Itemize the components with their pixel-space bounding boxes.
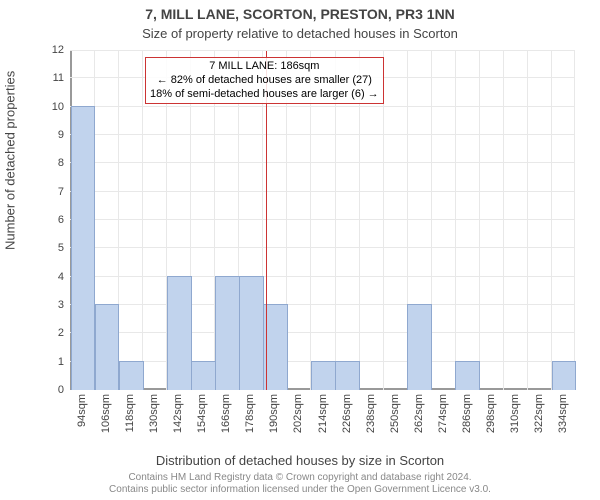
gridline-h <box>70 162 574 163</box>
gridline-v <box>503 51 504 390</box>
x-tick-label: 142sqm <box>172 394 184 433</box>
bar <box>335 361 360 390</box>
annotation-box: 7 MILL LANE: 186sqm← 82% of detached hou… <box>145 57 384 104</box>
x-tick-label: 238sqm <box>365 394 377 433</box>
gridline-h <box>70 276 574 277</box>
attribution-line-1: Contains HM Land Registry data © Crown c… <box>128 472 471 483</box>
gridline-v <box>479 51 480 390</box>
attribution-line-2: Contains public sector information licen… <box>109 484 491 495</box>
bar <box>71 106 96 390</box>
plot-area: 012345678910111294sqm106sqm118sqm130sqm1… <box>70 50 575 390</box>
bar <box>215 276 240 390</box>
gridline-h <box>70 304 574 305</box>
y-tick-label: 3 <box>58 299 64 311</box>
y-tick-label: 9 <box>58 129 64 141</box>
x-tick-label: 310sqm <box>509 394 521 433</box>
bar <box>455 361 480 390</box>
x-tick-label: 226sqm <box>341 394 353 433</box>
x-tick-label: 178sqm <box>244 394 256 433</box>
x-axis-label: Distribution of detached houses by size … <box>0 453 600 468</box>
x-tick-label: 334sqm <box>557 394 569 433</box>
bar <box>95 304 120 390</box>
gridline-h <box>70 106 574 107</box>
gridline-v <box>551 51 552 390</box>
x-tick-label: 286sqm <box>461 394 473 433</box>
gridline-v <box>142 51 143 390</box>
bar <box>167 276 192 390</box>
bar <box>191 361 216 390</box>
x-tick-label: 154sqm <box>196 394 208 433</box>
chart-title: 7, MILL LANE, SCORTON, PRESTON, PR3 1NN <box>0 6 600 22</box>
y-tick-label: 1 <box>58 356 64 368</box>
x-tick-label: 322sqm <box>533 394 545 433</box>
y-tick-label: 12 <box>52 44 64 56</box>
gridline-h <box>70 219 574 220</box>
gridline-h <box>70 247 574 248</box>
annotation-line: 7 MILL LANE: 186sqm <box>150 60 379 74</box>
x-tick-label: 118sqm <box>124 394 136 432</box>
attribution-text: Contains HM Land Registry data © Crown c… <box>0 472 600 496</box>
chart-subtitle: Size of property relative to detached ho… <box>0 26 600 41</box>
annotation-line: ← 82% of detached houses are smaller (27… <box>150 74 379 88</box>
x-tick-label: 274sqm <box>437 394 449 433</box>
gridline-v <box>455 51 456 390</box>
y-tick-label: 2 <box>58 327 64 339</box>
x-tick-label: 214sqm <box>317 394 329 433</box>
y-tick-label: 7 <box>58 186 64 198</box>
bar <box>552 361 577 390</box>
x-tick-label: 94sqm <box>76 394 88 427</box>
y-tick-label: 10 <box>52 101 64 113</box>
bar <box>119 361 144 390</box>
y-tick-label: 4 <box>58 271 64 283</box>
y-tick-label: 0 <box>58 384 64 396</box>
x-tick-label: 250sqm <box>389 394 401 433</box>
gridline-h <box>70 332 574 333</box>
x-tick-label: 202sqm <box>292 394 304 433</box>
bar <box>239 276 264 390</box>
y-tick-label: 6 <box>58 214 64 226</box>
x-tick-label: 166sqm <box>220 394 232 433</box>
y-tick-label: 8 <box>58 157 64 169</box>
bar <box>407 304 432 390</box>
x-tick-label: 298sqm <box>485 394 497 433</box>
y-tick-label: 11 <box>53 72 64 84</box>
x-tick-label: 130sqm <box>148 394 160 433</box>
y-tick-label: 5 <box>58 242 64 254</box>
x-tick-label: 190sqm <box>268 394 280 433</box>
x-tick-label: 262sqm <box>413 394 425 433</box>
gridline-h <box>70 134 574 135</box>
bar <box>311 361 336 390</box>
annotation-line: 18% of semi-detached houses are larger (… <box>150 88 379 102</box>
x-tick-label: 106sqm <box>100 394 112 433</box>
gridline-v <box>527 51 528 390</box>
y-axis-label: Number of detached properties <box>3 71 18 250</box>
gridline-h <box>70 191 574 192</box>
